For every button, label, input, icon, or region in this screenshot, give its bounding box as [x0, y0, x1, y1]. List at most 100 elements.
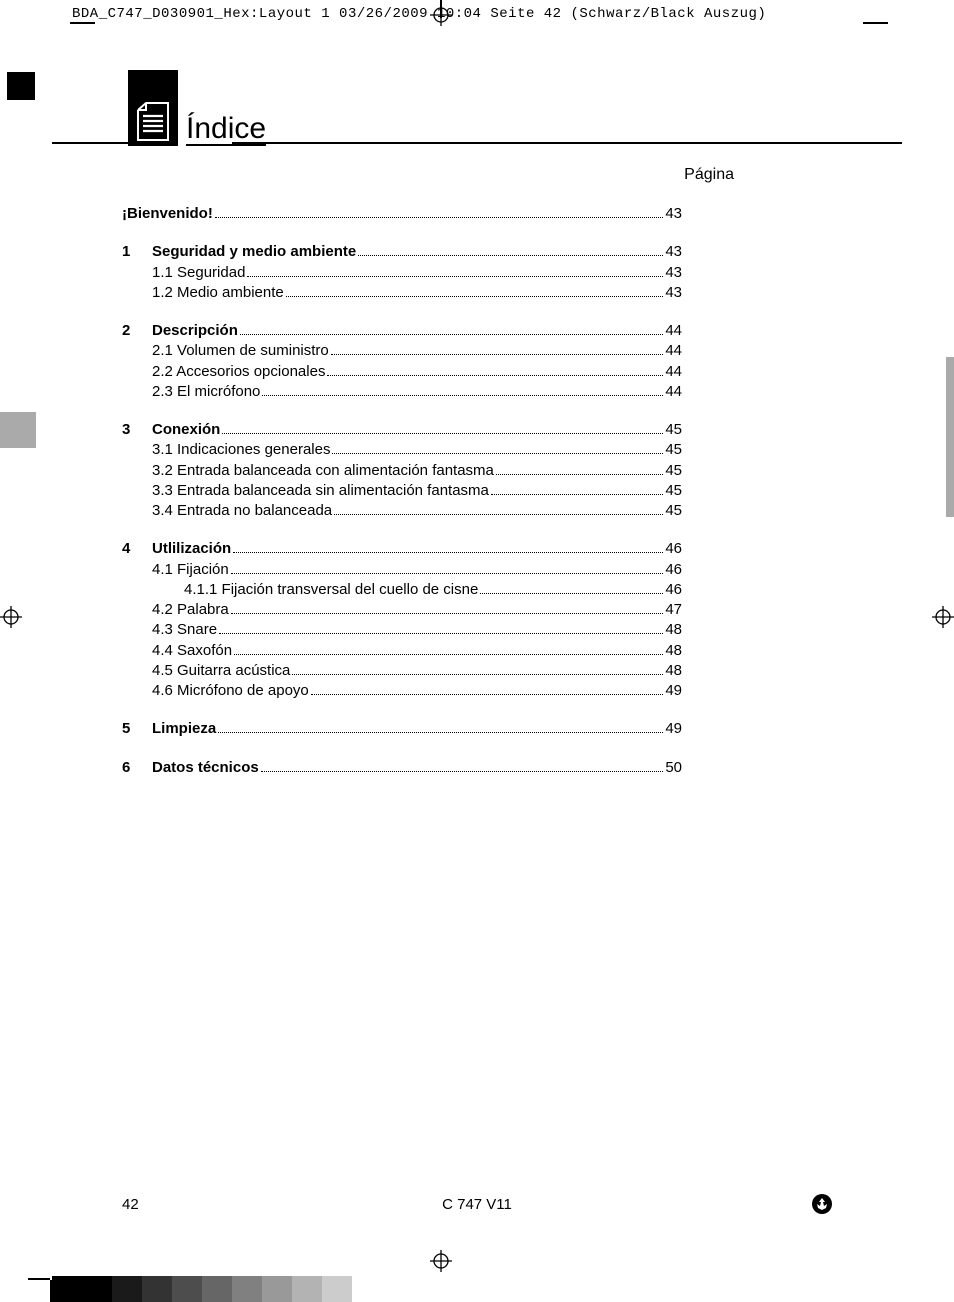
toc-row: 4.3 Snare48 — [122, 620, 682, 640]
toc-page: 44 — [665, 382, 682, 402]
toc-label: Limpieza — [152, 719, 216, 739]
toc-row: 4.2 Palabra47 — [122, 600, 682, 620]
toc-label: Descripción — [152, 321, 238, 341]
registration-mark-icon — [430, 4, 452, 26]
toc-section: 4Utlilización464.1 Fijación464.1.1 Fijac… — [122, 539, 682, 701]
swatch — [262, 1276, 292, 1302]
print-meta-line: BDA_C747_D030901_Hex:Layout 1 03/26/2009… — [72, 6, 766, 22]
toc-page: 44 — [665, 341, 682, 361]
toc-row: 4.6 Micrófono de apoyo49 — [122, 681, 682, 701]
leader-dots — [334, 514, 663, 515]
toc-row: 4.4 Saxofón48 — [122, 641, 682, 661]
swatch — [292, 1276, 322, 1302]
toc-number: 1 — [122, 242, 152, 262]
toc-page: 45 — [665, 461, 682, 481]
rule — [52, 142, 128, 144]
toc-label: Utlilización — [152, 539, 231, 559]
toc-section: 2Descripción 44 2.1 Volumen de suministro 4… — [122, 321, 682, 402]
toc-row: 6Datos técnicos50 — [122, 758, 682, 778]
toc-label: 1.2 Medio ambiente — [152, 283, 284, 303]
table-of-contents: ¡Bienvenido!431Seguridad y medio ambient… — [122, 204, 682, 796]
registration-mark-icon — [932, 606, 954, 628]
leader-dots — [231, 573, 664, 574]
leader-dots — [331, 354, 664, 355]
toc-row: ¡Bienvenido! 43 — [122, 204, 682, 224]
leader-dots — [292, 674, 663, 675]
swatch — [172, 1276, 202, 1302]
toc-page: 44 — [665, 321, 682, 341]
toc-page: 50 — [665, 758, 682, 778]
toc-number: 4 — [122, 539, 152, 559]
toc-number: 2 — [122, 321, 152, 341]
swatch — [202, 1276, 232, 1302]
registration-mark-icon — [0, 606, 22, 628]
toc-page: 43 — [665, 204, 682, 224]
leader-dots — [233, 552, 663, 553]
swatch — [142, 1276, 172, 1302]
toc-page: 49 — [665, 681, 682, 701]
toc-row: 2.1 Volumen de suministro 44 — [122, 341, 682, 361]
toc-label: 4.1.1 Fijación transversal del cuello de… — [184, 580, 478, 600]
toc-row: 4.1 Fijación 46 — [122, 560, 682, 580]
title-block: Índice — [128, 70, 266, 146]
toc-row: 2Descripción 44 — [122, 321, 682, 341]
toc-row: 3.1 Indicaciones generales45 — [122, 440, 682, 460]
toc-label: 4.4 Saxofón — [152, 641, 232, 661]
page-footer: 42 C 747 V11 — [122, 1194, 832, 1214]
leader-dots — [358, 255, 663, 256]
toc-page: 43 — [665, 283, 682, 303]
registration-mark-icon — [430, 1250, 452, 1272]
toc-row: 3.4 Entrada no balanceada45 — [122, 501, 682, 521]
toc-label: 2.1 Volumen de suministro — [152, 341, 329, 361]
toc-label: 2.2 Accesorios opcionales — [152, 362, 325, 382]
toc-label: 2.3 El micrófono — [152, 382, 260, 402]
toc-label: ¡Bienvenido! — [122, 204, 213, 224]
toc-label: 4.5 Guitarra acústica — [152, 661, 290, 681]
print-mark — [0, 412, 36, 448]
toc-page: 46 — [665, 560, 682, 580]
rule — [232, 142, 902, 144]
crop-mark — [28, 1278, 50, 1280]
toc-row: 1.1 Seguridad43 — [122, 263, 682, 283]
leader-dots — [311, 694, 664, 695]
toc-page: 45 — [665, 481, 682, 501]
toc-section: 6Datos técnicos50 — [122, 758, 682, 778]
leader-dots — [327, 375, 663, 376]
leader-dots — [491, 494, 663, 495]
toc-row: 5Limpieza49 — [122, 719, 682, 739]
toc-row: 4Utlilización46 — [122, 539, 682, 559]
toc-label: Datos técnicos — [152, 758, 259, 778]
toc-row: 4.5 Guitarra acústica 48 — [122, 661, 682, 681]
swatch — [82, 1276, 112, 1302]
toc-row: 2.2 Accesorios opcionales44 — [122, 362, 682, 382]
document-icon — [128, 70, 178, 146]
page-title: Índice — [186, 113, 266, 147]
toc-page: 48 — [665, 661, 682, 681]
toc-number: 5 — [122, 719, 152, 739]
leader-dots — [262, 395, 663, 396]
toc-section: 1Seguridad y medio ambiente 431.1 Segurid… — [122, 242, 682, 303]
toc-label: Seguridad y medio ambiente — [152, 242, 356, 262]
toc-row: 3.2 Entrada balanceada con alimentación … — [122, 461, 682, 481]
swatch — [322, 1276, 352, 1302]
leader-dots — [234, 654, 663, 655]
toc-row: 3.3 Entrada balanceada sin alimentación … — [122, 481, 682, 501]
toc-page: 46 — [665, 580, 682, 600]
swatch — [112, 1276, 142, 1302]
leader-dots — [286, 296, 664, 297]
page-content: Índice Página ¡Bienvenido!431Seguridad y… — [52, 44, 902, 1238]
leader-dots — [496, 474, 663, 475]
swatch — [52, 1276, 82, 1302]
toc-page: 45 — [665, 440, 682, 460]
leader-dots — [215, 217, 663, 218]
swatch — [232, 1276, 262, 1302]
toc-section: 3Conexión453.1 Indicaciones generales453… — [122, 420, 682, 521]
toc-number: 3 — [122, 420, 152, 440]
leader-dots — [218, 732, 663, 733]
leader-dots — [222, 433, 663, 434]
toc-label: 4.2 Palabra — [152, 600, 229, 620]
toc-label: 4.1 Fijación — [152, 560, 229, 580]
grayscale-bar — [52, 1276, 352, 1302]
crop-mark — [863, 22, 888, 24]
leader-dots — [261, 771, 664, 772]
